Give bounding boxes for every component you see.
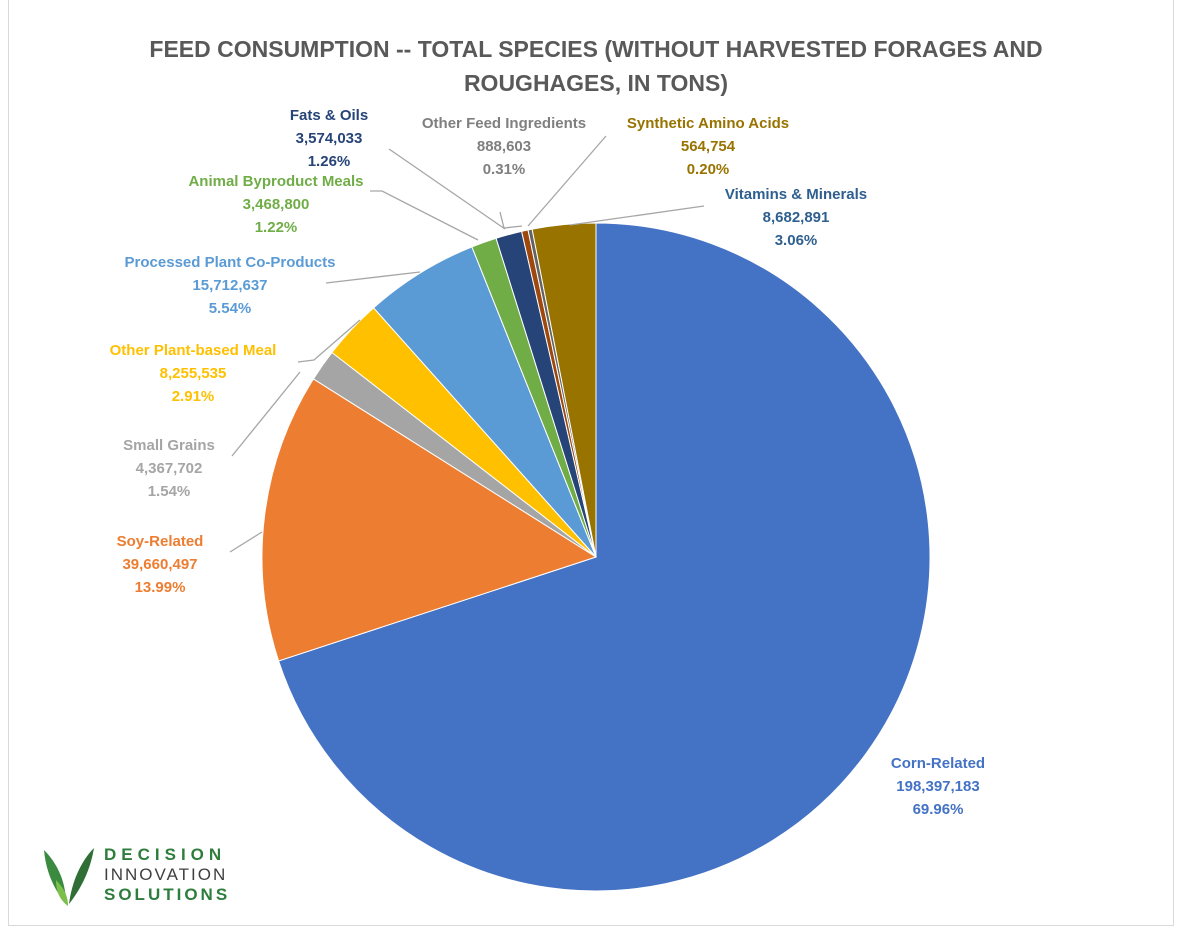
- data-label-percent-synthetic-amino-acids: 0.20%: [687, 161, 730, 178]
- data-label-name-animal-byproduct-meals: Animal Byproduct Meals: [188, 173, 363, 190]
- leader-line-soy-related: [229, 531, 263, 553]
- leader-lines: [229, 135, 705, 553]
- leader-line-animal-byproduct-meals: [370, 190, 479, 241]
- leader-line-fats-and-oils: [388, 148, 506, 230]
- data-label-value-vitamins-and-minerals: 8,682,891: [763, 209, 830, 226]
- data-label-percent-small-grains: 1.54%: [148, 483, 191, 500]
- data-label-percent-vitamins-and-minerals: 3.06%: [775, 232, 818, 249]
- company-logo: DECISION INNOVATION SOLUTIONS: [36, 840, 276, 910]
- data-label-percent-animal-byproduct-meals: 1.22%: [255, 219, 298, 236]
- green-leaves-icon: [44, 848, 94, 906]
- leader-line-small-grains: [231, 371, 301, 457]
- data-label-value-soy-related: 39,660,497: [122, 556, 197, 573]
- data-label-name-fats-and-oils: Fats & Oils: [290, 107, 368, 124]
- chart-title: FEED CONSUMPTION -- TOTAL SPECIES (WITHO…: [149, 36, 1043, 96]
- data-label-value-fats-and-oils: 3,574,033: [296, 130, 363, 147]
- data-label-percent-soy-related: 13.99%: [135, 579, 186, 596]
- data-label-name-synthetic-amino-acids: Synthetic Amino Acids: [627, 115, 789, 132]
- data-label-value-corn-related: 198,397,183: [896, 778, 979, 795]
- pie-slice-corn-related: [277, 222, 931, 892]
- pie-slices: [261, 222, 931, 892]
- leader-line-vitamins-and-minerals: [569, 205, 705, 226]
- data-label-percent-other-feed-ingredients: 0.31%: [483, 161, 526, 178]
- data-label-name-small-grains: Small Grains: [123, 437, 215, 454]
- pie-slice-vitamins-and-minerals: [531, 222, 597, 558]
- data-label-percent-fats-and-oils: 1.26%: [308, 153, 351, 170]
- leader-line-processed-plant-co-products: [325, 271, 421, 284]
- data-label-name-processed-plant-co-products: Processed Plant Co-Products: [125, 254, 336, 271]
- data-label-percent-corn-related: 69.96%: [913, 801, 964, 818]
- leader-line-synthetic-amino-acids: [527, 135, 607, 227]
- data-label-percent-other-plant-based-meal: 2.91%: [172, 388, 215, 405]
- data-label-name-corn-related: Corn-Related: [891, 755, 985, 772]
- leader-line-other-plant-based-meal: [297, 319, 361, 363]
- logo-text-innovation: INNOVATION: [104, 865, 228, 884]
- chart-frame: [8, 0, 1174, 926]
- data-label-value-animal-byproduct-meals: 3,468,800: [243, 196, 310, 213]
- data-label-name-soy-related: Soy-Related: [117, 533, 204, 550]
- data-label-value-processed-plant-co-products: 15,712,637: [192, 277, 267, 294]
- data-label-value-other-plant-based-meal: 8,255,535: [160, 365, 227, 382]
- data-label-percent-processed-plant-co-products: 5.54%: [209, 300, 252, 317]
- data-label-name-vitamins-and-minerals: Vitamins & Minerals: [725, 186, 867, 203]
- data-label-value-synthetic-amino-acids: 564,754: [681, 138, 736, 155]
- data-label-name-other-plant-based-meal: Other Plant-based Meal: [110, 342, 277, 359]
- data-label-value-small-grains: 4,367,702: [136, 460, 203, 477]
- data-label-value-other-feed-ingredients: 888,603: [477, 138, 531, 155]
- pie-slice-soy-related: [261, 378, 598, 662]
- logo-text-decision: DECISION: [104, 845, 227, 864]
- leader-line-other-feed-ingredients: [499, 211, 523, 229]
- logo-text-solutions: SOLUTIONS: [104, 885, 231, 904]
- data-labels: Corn-Related 198,397,183 69.96% Soy-Related…: [110, 107, 985, 818]
- data-label-name-other-feed-ingredients: Other Feed Ingredients: [422, 115, 586, 132]
